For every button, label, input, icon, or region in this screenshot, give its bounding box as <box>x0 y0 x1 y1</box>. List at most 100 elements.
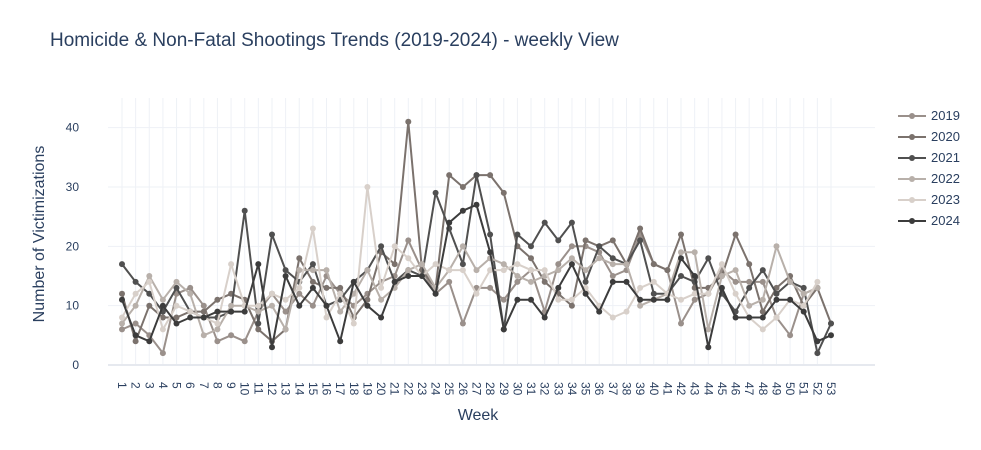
data-point[interactable] <box>378 284 385 291</box>
data-point[interactable] <box>269 344 275 351</box>
data-point[interactable] <box>309 267 316 274</box>
data-point[interactable] <box>678 249 684 256</box>
data-point[interactable] <box>746 302 753 309</box>
data-point[interactable] <box>364 184 371 190</box>
data-point[interactable] <box>773 296 780 303</box>
data-point[interactable] <box>309 261 316 268</box>
data-point[interactable] <box>555 237 562 244</box>
data-point[interactable] <box>173 284 180 291</box>
data-point[interactable] <box>391 243 398 250</box>
data-point[interactable] <box>773 290 780 297</box>
data-point[interactable] <box>337 290 344 297</box>
data-point[interactable] <box>528 243 534 250</box>
data-point[interactable] <box>296 290 303 297</box>
data-point[interactable] <box>746 261 753 268</box>
data-point[interactable] <box>500 189 507 196</box>
data-point[interactable] <box>132 302 139 309</box>
data-point[interactable] <box>814 350 821 357</box>
data-point[interactable] <box>759 326 766 333</box>
data-point[interactable] <box>555 284 562 291</box>
data-point[interactable] <box>787 278 794 285</box>
legend[interactable]: 2019 2020 2021 2022 2023 2024 <box>898 108 960 228</box>
data-point[interactable] <box>173 278 180 285</box>
data-point[interactable] <box>241 207 248 214</box>
data-point[interactable] <box>255 302 262 309</box>
data-point[interactable] <box>228 308 235 315</box>
data-point[interactable] <box>132 278 139 285</box>
data-point[interactable] <box>814 278 821 285</box>
data-point[interactable] <box>678 231 684 238</box>
data-point[interactable] <box>487 284 494 291</box>
data-point[interactable] <box>309 284 316 291</box>
data-point[interactable] <box>487 231 494 238</box>
data-point[interactable] <box>732 231 739 238</box>
data-point[interactable] <box>187 308 194 315</box>
data-point[interactable] <box>568 243 575 250</box>
data-point[interactable] <box>828 320 834 327</box>
data-point[interactable] <box>691 273 698 279</box>
data-point[interactable] <box>650 290 657 297</box>
data-point[interactable] <box>800 290 807 297</box>
data-point[interactable] <box>282 273 289 279</box>
data-point[interactable] <box>473 290 480 297</box>
data-point[interactable] <box>146 338 153 345</box>
data-point[interactable] <box>718 273 725 279</box>
data-point[interactable] <box>200 308 207 315</box>
data-point[interactable] <box>582 267 589 274</box>
data-point[interactable] <box>255 308 262 315</box>
data-point[interactable] <box>691 296 698 303</box>
data-point[interactable] <box>187 314 194 321</box>
data-point[interactable] <box>609 314 616 321</box>
data-point[interactable] <box>432 290 439 297</box>
data-point[interactable] <box>637 225 644 232</box>
data-point[interactable] <box>214 338 221 345</box>
data-point[interactable] <box>282 308 289 315</box>
data-point[interactable] <box>282 296 289 303</box>
data-point[interactable] <box>364 302 371 309</box>
data-point[interactable] <box>200 302 207 309</box>
data-point[interactable] <box>541 267 548 274</box>
data-point[interactable] <box>609 278 616 285</box>
data-point[interactable] <box>241 338 248 345</box>
data-point[interactable] <box>582 290 589 297</box>
data-point[interactable] <box>500 296 507 303</box>
data-point[interactable] <box>650 261 657 268</box>
data-point[interactable] <box>296 302 303 309</box>
data-point[interactable] <box>159 296 166 303</box>
data-point[interactable] <box>119 296 125 303</box>
data-point[interactable] <box>596 255 603 262</box>
data-point[interactable] <box>296 255 303 262</box>
data-point[interactable] <box>732 314 739 321</box>
data-point[interactable] <box>173 320 180 327</box>
data-point[interactable] <box>678 273 684 279</box>
data-point[interactable] <box>337 338 344 345</box>
data-point[interactable] <box>459 320 466 327</box>
data-point[interactable] <box>200 314 207 321</box>
legend-item-2019[interactable]: 2019 <box>898 108 960 123</box>
data-point[interactable] <box>800 302 807 309</box>
data-point[interactable] <box>228 261 235 268</box>
data-point[interactable] <box>459 243 466 250</box>
data-point[interactable] <box>759 296 766 303</box>
data-point[interactable] <box>269 231 275 238</box>
data-point[interactable] <box>446 267 453 274</box>
data-point[interactable] <box>378 296 385 303</box>
data-point[interactable] <box>146 273 153 279</box>
data-point[interactable] <box>119 261 125 268</box>
data-point[interactable] <box>309 225 316 232</box>
data-point[interactable] <box>296 284 303 291</box>
data-point[interactable] <box>541 219 548 226</box>
data-point[interactable] <box>759 308 766 315</box>
data-point[interactable] <box>473 172 480 179</box>
data-point[interactable] <box>459 261 466 268</box>
data-point[interactable] <box>432 189 439 196</box>
data-point[interactable] <box>323 267 330 274</box>
data-point[interactable] <box>541 278 548 285</box>
data-point[interactable] <box>800 308 807 315</box>
data-point[interactable] <box>637 302 644 309</box>
data-point[interactable] <box>200 332 207 339</box>
data-point[interactable] <box>146 290 153 297</box>
data-point[interactable] <box>391 278 398 285</box>
data-point[interactable] <box>705 344 712 351</box>
data-point[interactable] <box>132 320 139 327</box>
